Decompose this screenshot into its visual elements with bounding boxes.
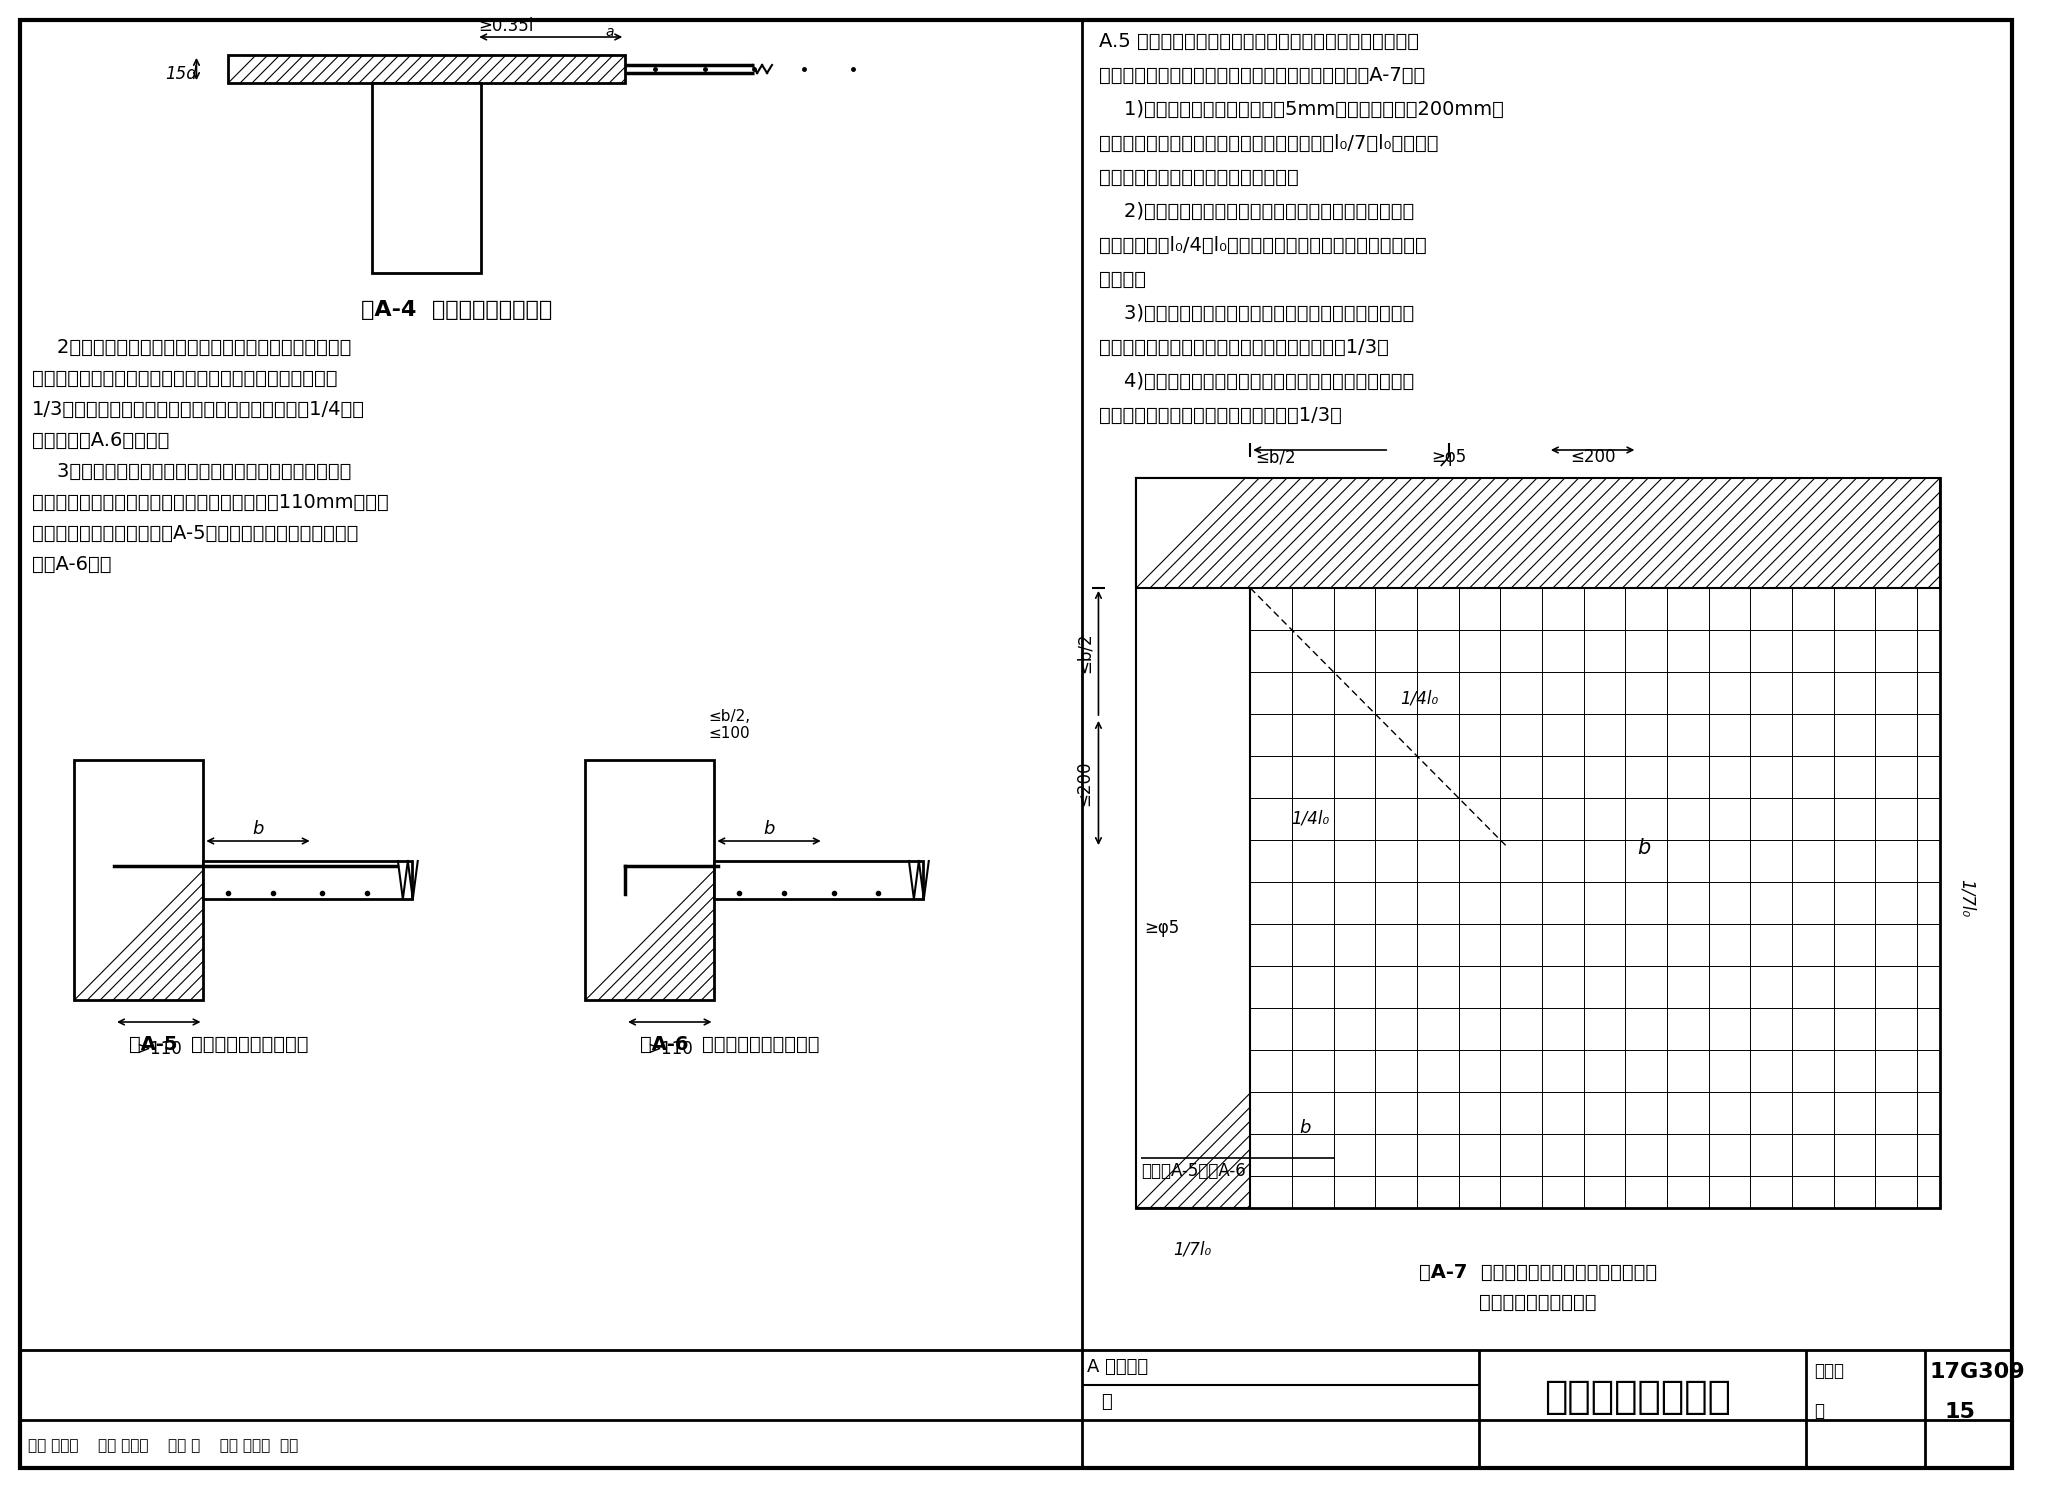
Text: 该钢筋直伸入板内的长度从墙边算起不宜小于l₀/7，l₀为单向板: 该钢筋直伸入板内的长度从墙边算起不宜小于l₀/7，l₀为单向板 (1100, 134, 1440, 153)
Bar (373, 83, 481, 272)
Text: b: b (1638, 838, 1651, 859)
Text: b: b (1298, 1119, 1311, 1137)
Text: 3）对按简支设计但嵌固在承重砌体墙内的现浇板，其上: 3）对按简支设计但嵌固在承重砌体墙内的现浇板，其上 (33, 461, 350, 481)
Bar (1137, 478, 1249, 1208)
Text: 15d: 15d (164, 65, 197, 83)
Text: b: b (764, 820, 774, 838)
Text: b: b (252, 820, 264, 838)
Text: 面: 面 (1102, 1393, 1112, 1411)
Text: 1/7l₀: 1/7l₀ (1958, 879, 1976, 917)
Text: 部焊接面网的钢筋伸入支座的构造长度不宜小于110mm，并在: 部焊接面网的钢筋伸入支座的构造长度不宜小于110mm，并在 (33, 493, 389, 512)
Bar (74, 760, 203, 1000)
Text: 2）双向板沿简支周边布置的上部构造钢筋面网，其截面: 2）双向板沿简支周边布置的上部构造钢筋面网，其截面 (33, 338, 350, 357)
Text: 1)焊接网带肋钢筋直径不小于5mm，间距不宜大于200mm，: 1)焊接网带肋钢筋直径不小于5mm，间距不宜大于200mm， (1100, 100, 1505, 119)
Bar (715, 862, 924, 899)
Text: 面积不宜小于板跨中相应纵向受力钢筋单位宽度截面面积的: 面积不宜小于板跨中相应纵向受力钢筋单位宽度截面面积的 (33, 369, 338, 388)
Bar (1137, 478, 1939, 1208)
Text: ≤b/2: ≤b/2 (1075, 632, 1094, 673)
Text: 图A-5  面网直线伸入墙内锚固: 图A-5 面网直线伸入墙内锚固 (129, 1036, 307, 1054)
Text: 算跨度；: 算跨度； (1100, 269, 1147, 289)
Text: 上部配置的构造钢筋焊接网，应符合下列规定（见图A-7）：: 上部配置的构造钢筋焊接网，应符合下列规定（见图A-7）： (1100, 65, 1425, 85)
Text: ≥0.35l: ≥0.35l (479, 16, 535, 36)
Text: >110: >110 (647, 1040, 692, 1058)
Bar (586, 760, 715, 1000)
Text: ≥φ5: ≥φ5 (1432, 448, 1466, 466)
Text: 图集号: 图集号 (1815, 1362, 1843, 1379)
Text: 页: 页 (1815, 1402, 1825, 1420)
Text: 小于短边跨中下部受力钢筋截面面积的1/3。: 小于短边跨中下部受力钢筋截面面积的1/3。 (1100, 406, 1341, 426)
Text: 周边布置的钢筋焊接网: 周边布置的钢筋焊接网 (1479, 1293, 1597, 1312)
Text: A.5 按简支设计，但嵌固在砌体墙内的现浇板沿嵌固边在板: A.5 按简支设计，但嵌固在砌体墙内的现浇板沿嵌固边在板 (1100, 33, 1419, 51)
Text: 审核 白生翔    校对 林国珍    核阅 亓    设计 朱爱萍  赵华: 审核 白生翔 校对 林国珍 核阅 亓 设计 朱爱萍 赵华 (29, 1437, 299, 1452)
Text: 1/7l₀: 1/7l₀ (1174, 1240, 1212, 1257)
Text: 楼板构造一般规定: 楼板构造一般规定 (1544, 1378, 1731, 1417)
Text: 网端应有一根横向钢筋（图A-5）或将上部纵向构造钢筋弯折: 网端应有一根横向钢筋（图A-5）或将上部纵向构造钢筋弯折 (33, 524, 358, 543)
Text: A 楼（屋）: A 楼（屋） (1087, 1359, 1147, 1376)
Text: ≤b/2,
≤100: ≤b/2, ≤100 (709, 708, 750, 741)
Text: 的计算跨度或双向板的短边计算跨度；: 的计算跨度或双向板的短边计算跨度； (1100, 168, 1298, 187)
Bar (203, 862, 412, 899)
Text: 图A-7  嵌固于砌体墙内的简支板沿支座处: 图A-7 嵌固于砌体墙内的简支板沿支座处 (1419, 1263, 1657, 1283)
Text: 2)对板角部分，构造钢筋焊接网伸入板内的长度从墙边: 2)对板角部分，构造钢筋焊接网伸入板内的长度从墙边 (1100, 202, 1415, 222)
Text: 1/4l₀: 1/4l₀ (1401, 689, 1438, 707)
Text: ≤200: ≤200 (1075, 760, 1094, 805)
Text: a: a (606, 25, 614, 39)
Text: 17G309: 17G309 (1929, 1362, 2025, 1382)
Text: 图A-4  焊接网与端梁的连接: 图A-4 焊接网与端梁的连接 (360, 301, 553, 320)
Text: 15: 15 (1946, 1402, 1976, 1423)
Text: 图A-6  面网弯折伸入墙内锚固: 图A-6 面网弯折伸入墙内锚固 (639, 1036, 819, 1054)
Bar (227, 55, 625, 83)
Text: 1/4l₀: 1/4l₀ (1290, 809, 1329, 827)
Text: 面面积不宜小于该方向跨中受力钢筋截面面积的1/3。: 面面积不宜小于该方向跨中受力钢筋截面面积的1/3。 (1100, 338, 1389, 357)
Text: 1/3，其伸入板内长度不宜小于短跨方向计算跨度的1/4，分: 1/3，其伸入板内长度不宜小于短跨方向计算跨度的1/4，分 (33, 400, 365, 420)
Text: ≤200: ≤200 (1571, 448, 1616, 466)
Text: 3)沿单向板的受力方向配置的板边上部构造钢筋，其截: 3)沿单向板的受力方向配置的板边上部构造钢筋，其截 (1100, 304, 1415, 323)
Text: 算起不宜小于l₀/4，l₀为单向板的计算跨度或双向板的短边计: 算起不宜小于l₀/4，l₀为单向板的计算跨度或双向板的短边计 (1100, 237, 1427, 254)
Text: 4)双向板沿简支边配置的上部构造钢筋其截面面积不宜: 4)双向板沿简支边配置的上部构造钢筋其截面面积不宜 (1100, 372, 1415, 391)
Text: ≥φ5: ≥φ5 (1145, 920, 1180, 937)
Text: 布钢筋可按A.6条配置。: 布钢筋可按A.6条配置。 (33, 432, 170, 449)
Text: >110: >110 (135, 1040, 182, 1058)
Text: 详见图A-5、图A-6: 详见图A-5、图A-6 (1141, 1162, 1245, 1180)
Text: （图A-6）。: （图A-6）。 (33, 555, 111, 574)
Bar (1137, 478, 1939, 588)
Text: ≤b/2: ≤b/2 (1255, 448, 1296, 466)
